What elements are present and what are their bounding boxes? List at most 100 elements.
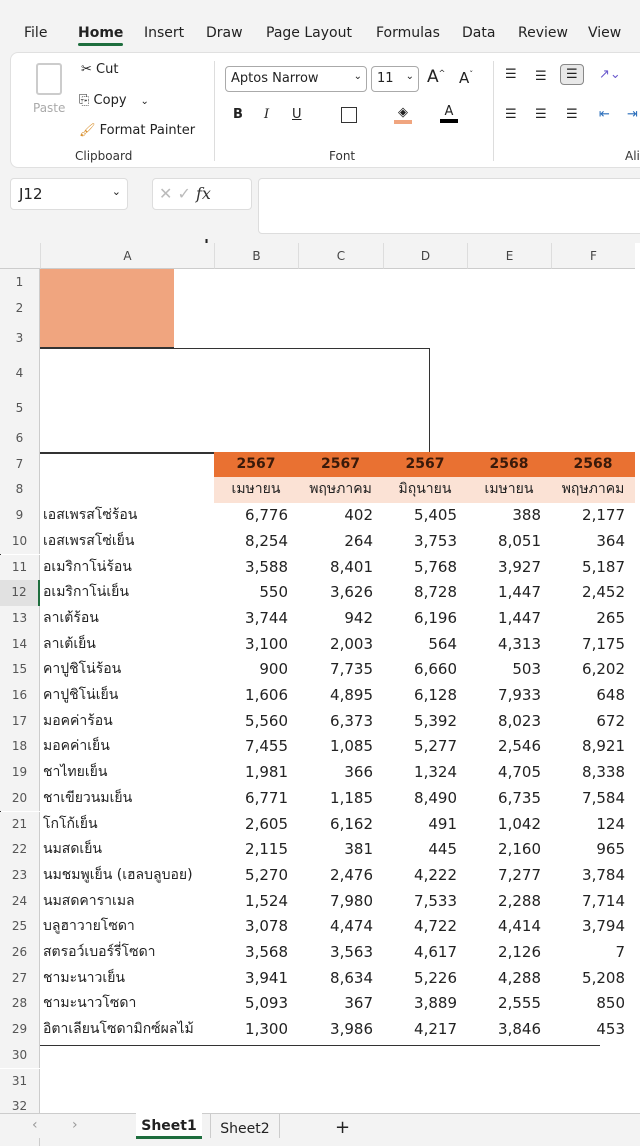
row-header[interactable]: 25 [0, 914, 40, 940]
row-header[interactable]: 31 [0, 1068, 40, 1095]
sales-value: 850 [596, 994, 625, 1013]
orientation-button[interactable]: ↗⌄ [599, 67, 621, 82]
product-name: ลาเต้เย็น [43, 635, 96, 652]
row-header[interactable]: 11 [0, 554, 40, 581]
cut-button[interactable]: ✂ Cut [81, 62, 119, 77]
row-header[interactable]: 6 [0, 426, 40, 452]
menu-tab-data[interactable]: Data [462, 25, 496, 41]
sales-value: 366 [344, 763, 373, 782]
row-header[interactable]: 21 [0, 811, 40, 838]
column-header-B[interactable]: B [214, 243, 298, 269]
product-name: นมสดคาราเมล [43, 892, 135, 909]
menu-tab-view[interactable]: View [588, 25, 622, 41]
italic-button[interactable]: I [264, 107, 270, 122]
sales-value: 8,254 [245, 531, 288, 550]
fx-button[interactable]: fx [195, 184, 211, 203]
borders-button[interactable] [341, 107, 357, 123]
scroll-left-icon[interactable]: ‹ [32, 1117, 38, 1133]
row-header[interactable]: 7 [0, 451, 40, 478]
row-header[interactable]: 30 [0, 1042, 40, 1069]
row-header[interactable]: 9 [0, 503, 40, 529]
row-header[interactable]: 29 [0, 1017, 40, 1043]
row-header[interactable]: 1 [0, 269, 40, 295]
corner-select-all[interactable] [0, 243, 40, 269]
column-header-C[interactable]: C [298, 243, 383, 269]
add-sheet-button[interactable]: + [335, 1117, 351, 1138]
grow-font-button[interactable]: A^ [427, 67, 446, 87]
align-left-button[interactable]: ☰ [505, 107, 517, 122]
fill-color-button[interactable]: ◈ [394, 105, 412, 124]
paste-button[interactable]: Paste [33, 63, 65, 123]
row-header[interactable]: 13 [0, 605, 40, 632]
menu-tab-draw[interactable]: Draw [206, 25, 243, 41]
row-header[interactable]: 5 [0, 391, 40, 426]
row-header[interactable]: 17 [0, 708, 40, 735]
sales-value: 2,605 [245, 814, 288, 833]
row-header[interactable]: 18 [0, 734, 40, 761]
row-header[interactable]: 10 [0, 528, 40, 555]
row-header[interactable]: 20 [0, 785, 40, 812]
worksheet-grid[interactable]: A B C D E F 1 2 3 4 5 6 7 8 9 10 11 12 13 14 15 16 17 18 19 20 21 2… [0, 243, 640, 1146]
sales-value: 3,568 [245, 943, 288, 961]
menu-tab-page-layout[interactable]: Page Layout [266, 25, 352, 41]
row-header[interactable]: 12 [0, 580, 40, 606]
sheet-tab-sheet2[interactable]: Sheet2 [210, 1114, 280, 1138]
column-header-D[interactable]: D [383, 243, 467, 269]
sales-value: 5,768 [414, 557, 457, 576]
shrink-font-button[interactable]: Aˇ [459, 69, 474, 87]
menu-tab-home[interactable]: Home [78, 25, 124, 46]
underline-button[interactable]: U [292, 107, 302, 122]
row-header[interactable]: 14 [0, 631, 40, 658]
chevron-down-icon[interactable]: ⌄ [140, 96, 149, 107]
menu-tab-review[interactable]: Review [518, 25, 568, 41]
bold-button[interactable]: B [233, 107, 243, 122]
scroll-right-icon[interactable]: › [72, 1117, 78, 1133]
row-header[interactable]: 27 [0, 965, 40, 992]
format-painter-button[interactable]: 🖌 Format Painter [79, 123, 196, 138]
row-header[interactable]: 19 [0, 760, 40, 786]
sales-value: 3,941 [245, 968, 288, 987]
bottom-align-button[interactable]: ☰ [560, 64, 584, 85]
row-header[interactable]: 28 [0, 991, 40, 1018]
column-header-F[interactable]: F [551, 243, 635, 269]
sales-value: 6,196 [414, 608, 457, 627]
sales-value: 7,175 [582, 634, 625, 653]
font-group-label: Font [329, 149, 356, 163]
decrease-indent-button[interactable]: ⇤ [599, 107, 610, 122]
sheet-tab-sheet1[interactable]: Sheet1 [136, 1113, 202, 1139]
column-header-E[interactable]: E [467, 243, 551, 269]
row-header[interactable]: 16 [0, 683, 40, 709]
formula-input[interactable] [258, 178, 640, 234]
row-header[interactable]: 4 [0, 356, 40, 391]
column-header-A[interactable]: A [40, 243, 214, 269]
row-header[interactable]: 22 [0, 837, 40, 863]
month-header: เมษายน [467, 477, 551, 504]
align-center-button[interactable]: ☰ [535, 107, 547, 122]
row-header[interactable]: 2 [0, 295, 40, 321]
row-header[interactable]: 15 [0, 657, 40, 683]
name-box[interactable]: J12 ⌄ [10, 178, 128, 210]
menu-tab-insert[interactable]: Insert [144, 25, 185, 41]
product-name: นมชมพูเย็น (เฮลบลูบอย) [43, 866, 193, 883]
row-header[interactable]: 3 [0, 321, 40, 356]
middle-align-button[interactable]: ☰ [535, 69, 547, 84]
chevron-down-icon[interactable]: ⌄ [111, 185, 121, 198]
row-header[interactable]: 26 [0, 940, 40, 966]
top-align-button[interactable]: ☰ [505, 67, 517, 82]
sales-value: 5,405 [414, 506, 457, 525]
row-header[interactable]: 8 [0, 477, 40, 504]
increase-indent-button[interactable]: ⇥ [627, 107, 638, 122]
font-name-select[interactable]: Aptos Narrow ⌄ [225, 66, 367, 92]
menu-tab-file[interactable]: File [24, 25, 48, 41]
copy-button[interactable]: ⎘ Copy ⌄ [79, 93, 149, 108]
row-header[interactable]: 24 [0, 888, 40, 915]
sales-value: 381 [344, 840, 373, 859]
font-size-select[interactable]: 11 ⌄ [371, 66, 419, 92]
menu-tab-formulas[interactable]: Formulas [376, 25, 440, 41]
row-header[interactable]: 23 [0, 862, 40, 889]
ribbon-home: Paste ✂ Cut ⎘ Copy ⌄ 🖌 Format Painter Cli… [10, 52, 640, 168]
align-right-button[interactable]: ☰ [566, 107, 578, 122]
sales-value: 2,177 [582, 506, 625, 525]
font-color-button[interactable]: A [440, 104, 458, 123]
divider [493, 61, 494, 161]
